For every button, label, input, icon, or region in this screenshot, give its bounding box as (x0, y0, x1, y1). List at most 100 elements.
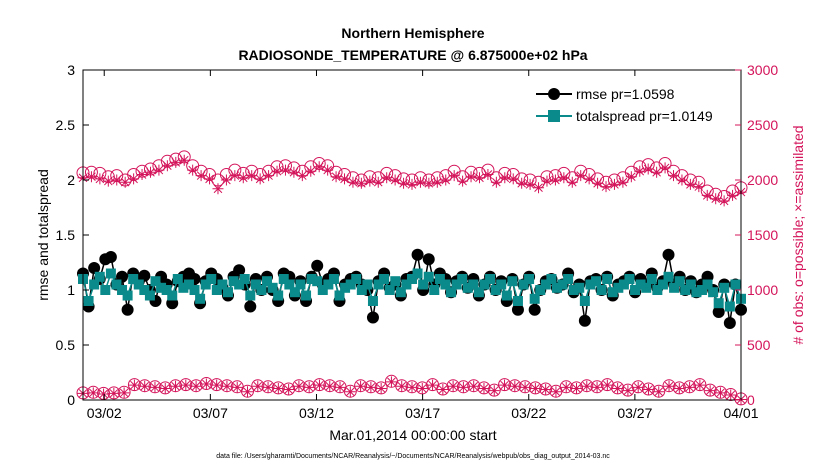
assimilated-obs-low-point (684, 381, 696, 393)
assimilated-obs-point (128, 173, 140, 185)
assimilated-obs-point (592, 177, 604, 189)
totalspread-point (178, 282, 189, 293)
assimilated-obs-low-point (406, 381, 418, 393)
assimilated-obs-low-point (437, 384, 449, 396)
assimilated-obs-low-point (375, 382, 387, 394)
assimilated-obs-point (423, 177, 435, 189)
totalspread-point (585, 279, 596, 290)
totalspread-point (479, 279, 490, 290)
totalspread-point (256, 285, 267, 295)
totalspread-point (719, 282, 730, 293)
x-tick-label: 03/12 (299, 405, 334, 421)
assimilated-obs-point (718, 195, 730, 207)
rmse-point (723, 317, 736, 329)
assimilated-obs-point (254, 173, 266, 185)
assimilated-obs-low-point (519, 381, 531, 393)
totalspread-point (663, 271, 674, 282)
footnote: data file: /Users/gharamti/Documents/NCA… (216, 453, 610, 460)
x-tick-label: 03/27 (617, 405, 652, 421)
totalspread-point (133, 279, 144, 290)
rmse-point (121, 303, 134, 316)
totalspread-point (429, 285, 440, 295)
assimilated-obs-point (178, 154, 190, 166)
totalspread-point (278, 274, 289, 284)
totalspread-point (524, 274, 535, 284)
totalspread-point (596, 285, 607, 295)
chart-title-line1: Northern Hemisphere (341, 25, 484, 41)
x-axis: 03/02 03/07 03/12 03/17 03/22 03/27 04/01 (87, 70, 759, 421)
assimilated-obs-point (549, 174, 561, 186)
assimilated-obs-low-point (344, 386, 356, 398)
totalspread-point (423, 271, 434, 282)
assimilated-obs-point (381, 172, 393, 184)
y-right-tick-label: 0 (747, 392, 755, 408)
rmse-point (311, 259, 324, 272)
totalspread-point (529, 293, 540, 304)
assimilated-obs-low-point (642, 384, 654, 396)
assimilated-obs-point (212, 183, 224, 195)
totalspread-point (183, 279, 194, 290)
assimilated-obs-low-point (303, 381, 315, 393)
assimilated-obs-low-point (468, 380, 480, 392)
totalspread-point (518, 279, 529, 290)
assimilated-obs-point (499, 172, 511, 184)
assimilated-obs-point (431, 176, 443, 188)
totalspread-point (139, 285, 150, 295)
assimilated-obs-point (507, 173, 519, 185)
totalspread-point (211, 285, 222, 295)
assimilated-obs-low-point (272, 382, 284, 394)
assimilated-obs-low-point (622, 385, 634, 397)
totalspread-point (234, 279, 245, 290)
y-left-tick-label: 3 (67, 62, 75, 78)
rmse-point (366, 311, 379, 324)
legend-box (529, 80, 734, 130)
assimilated-obs-point (364, 175, 376, 187)
totalspread-point (105, 268, 116, 279)
assimilated-obs-point (414, 176, 426, 188)
totalspread-point (607, 287, 618, 298)
assimilated-obs-point (727, 189, 739, 201)
totalspread-point (512, 296, 523, 306)
totalspread-point (362, 279, 373, 290)
assimilated-obs-low-point (571, 382, 582, 394)
assimilated-obs-low-point (694, 379, 706, 391)
totalspread-point (384, 285, 395, 295)
assimilated-obs-low-point (108, 387, 120, 399)
assimilated-obs-low-point (457, 381, 469, 393)
assimilated-obs-point (406, 178, 418, 190)
y-axis-left-label: rmse and totalspread (35, 169, 51, 301)
rmse-point (662, 248, 675, 261)
assimilated-obs-point (465, 171, 477, 183)
assimilated-obs-point (524, 178, 536, 190)
totalspread-point (340, 282, 351, 293)
assimilated-obs-low-point (180, 379, 192, 391)
assimilated-obs-point (372, 176, 384, 188)
rmse-point (138, 269, 151, 282)
x-tick-label: 03/07 (193, 405, 228, 421)
assimilated-obs-low-point (704, 385, 716, 397)
assimilated-obs-low-point (612, 382, 624, 394)
assimilated-obs-low-point (334, 381, 346, 393)
chart-title-line2: RADIOSONDE_TEMPERATURE @ 6.875000e+02 hP… (238, 47, 587, 63)
totalspread-point (390, 276, 401, 287)
totalspread-point (312, 276, 323, 287)
totalspread-point (579, 296, 590, 306)
totalspread-point (730, 279, 741, 290)
totalspread-point (317, 285, 328, 295)
assimilated-obs-low-point (540, 384, 552, 396)
assimilated-obs-point (558, 172, 570, 184)
totalspread-point (379, 274, 390, 284)
totalspread-point (111, 279, 122, 290)
totalspread-point (563, 274, 574, 284)
totalspread-point (328, 274, 339, 284)
totalspread-point (669, 282, 680, 293)
totalspread-point (540, 279, 551, 290)
totalspread-point (401, 279, 412, 290)
assimilated-obs-point (102, 175, 114, 187)
y-left-tick-label: 0 (67, 392, 75, 408)
totalspread-point (306, 274, 317, 284)
assimilated-obs-point (625, 171, 637, 183)
assimilated-obs-low-point (673, 382, 685, 394)
totalspread-point (161, 285, 172, 295)
totalspread-point (635, 279, 646, 290)
